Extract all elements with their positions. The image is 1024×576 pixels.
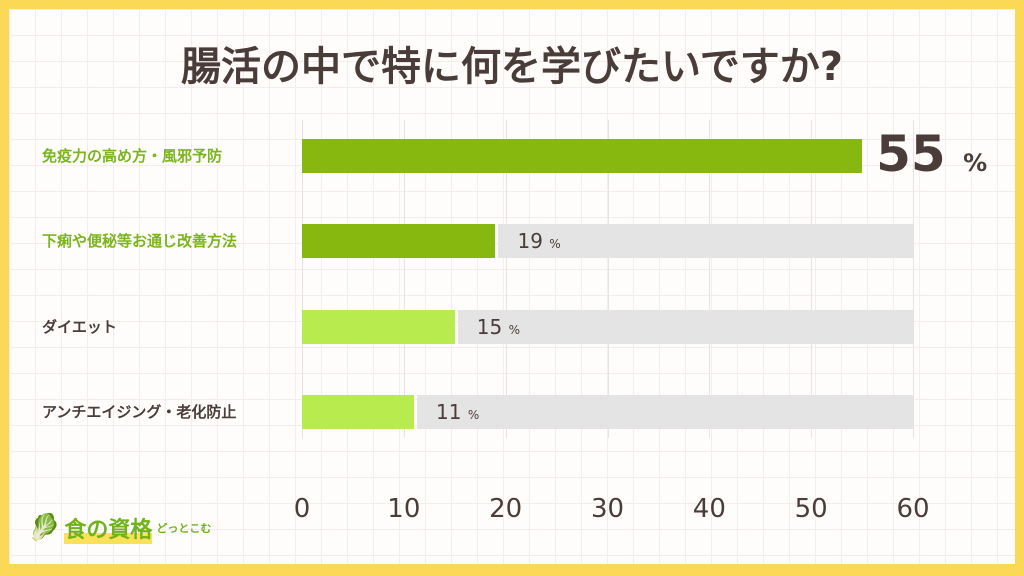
chart-title: 腸活の中で特に何を学びたいですか? <box>180 44 843 90</box>
bar <box>302 310 455 344</box>
value-number: 55 <box>876 125 946 183</box>
value-number: 19 <box>517 229 543 253</box>
logo: 🥬 食の資格 どっとこむ <box>28 512 211 544</box>
logo-text: 食の資格 <box>64 512 153 544</box>
category-label: 下痢や便秘等お通じ改善方法 <box>42 232 238 250</box>
value-unit: % <box>963 149 988 177</box>
bar <box>302 139 863 173</box>
bar <box>302 224 496 258</box>
value-number: 11 <box>436 400 462 424</box>
gridline <box>709 120 711 438</box>
gridline <box>913 120 914 438</box>
x-tick-label: 30 <box>590 494 625 524</box>
value-label: 11 % <box>436 395 479 432</box>
category-label: アンチエイジング・老化防止 <box>42 403 237 421</box>
chart-frame <box>9 9 1015 564</box>
bar-track <box>498 224 913 258</box>
value-label: 15 % <box>477 310 520 347</box>
category-label: ダイエット <box>42 318 117 336</box>
gridline <box>302 120 303 438</box>
gridline <box>607 120 609 438</box>
x-tick-label: 50 <box>794 494 828 524</box>
x-tick-label: 20 <box>489 494 523 524</box>
x-tick-label: 10 <box>387 494 421 524</box>
bar <box>302 395 415 429</box>
gridline <box>505 120 507 438</box>
logo-subtext: どっとこむ <box>156 522 212 535</box>
x-tick-label: 0 <box>293 494 311 524</box>
value-label: 19 % <box>517 224 560 261</box>
vegetables-icon: 🥬 <box>28 513 61 543</box>
bar-track <box>417 395 913 429</box>
value-label: 55 % <box>876 129 987 188</box>
x-tick-label: 40 <box>692 494 726 524</box>
gridline <box>811 120 813 438</box>
value-unit: % <box>508 323 520 337</box>
x-tick-label: 60 <box>896 494 930 524</box>
value-unit: % <box>467 408 480 422</box>
bar-track <box>457 310 913 344</box>
category-label: 免疫力の高め方・風邪予防 <box>42 147 223 165</box>
gridline <box>403 120 405 438</box>
value-unit: % <box>549 237 561 251</box>
value-number: 15 <box>476 315 503 339</box>
